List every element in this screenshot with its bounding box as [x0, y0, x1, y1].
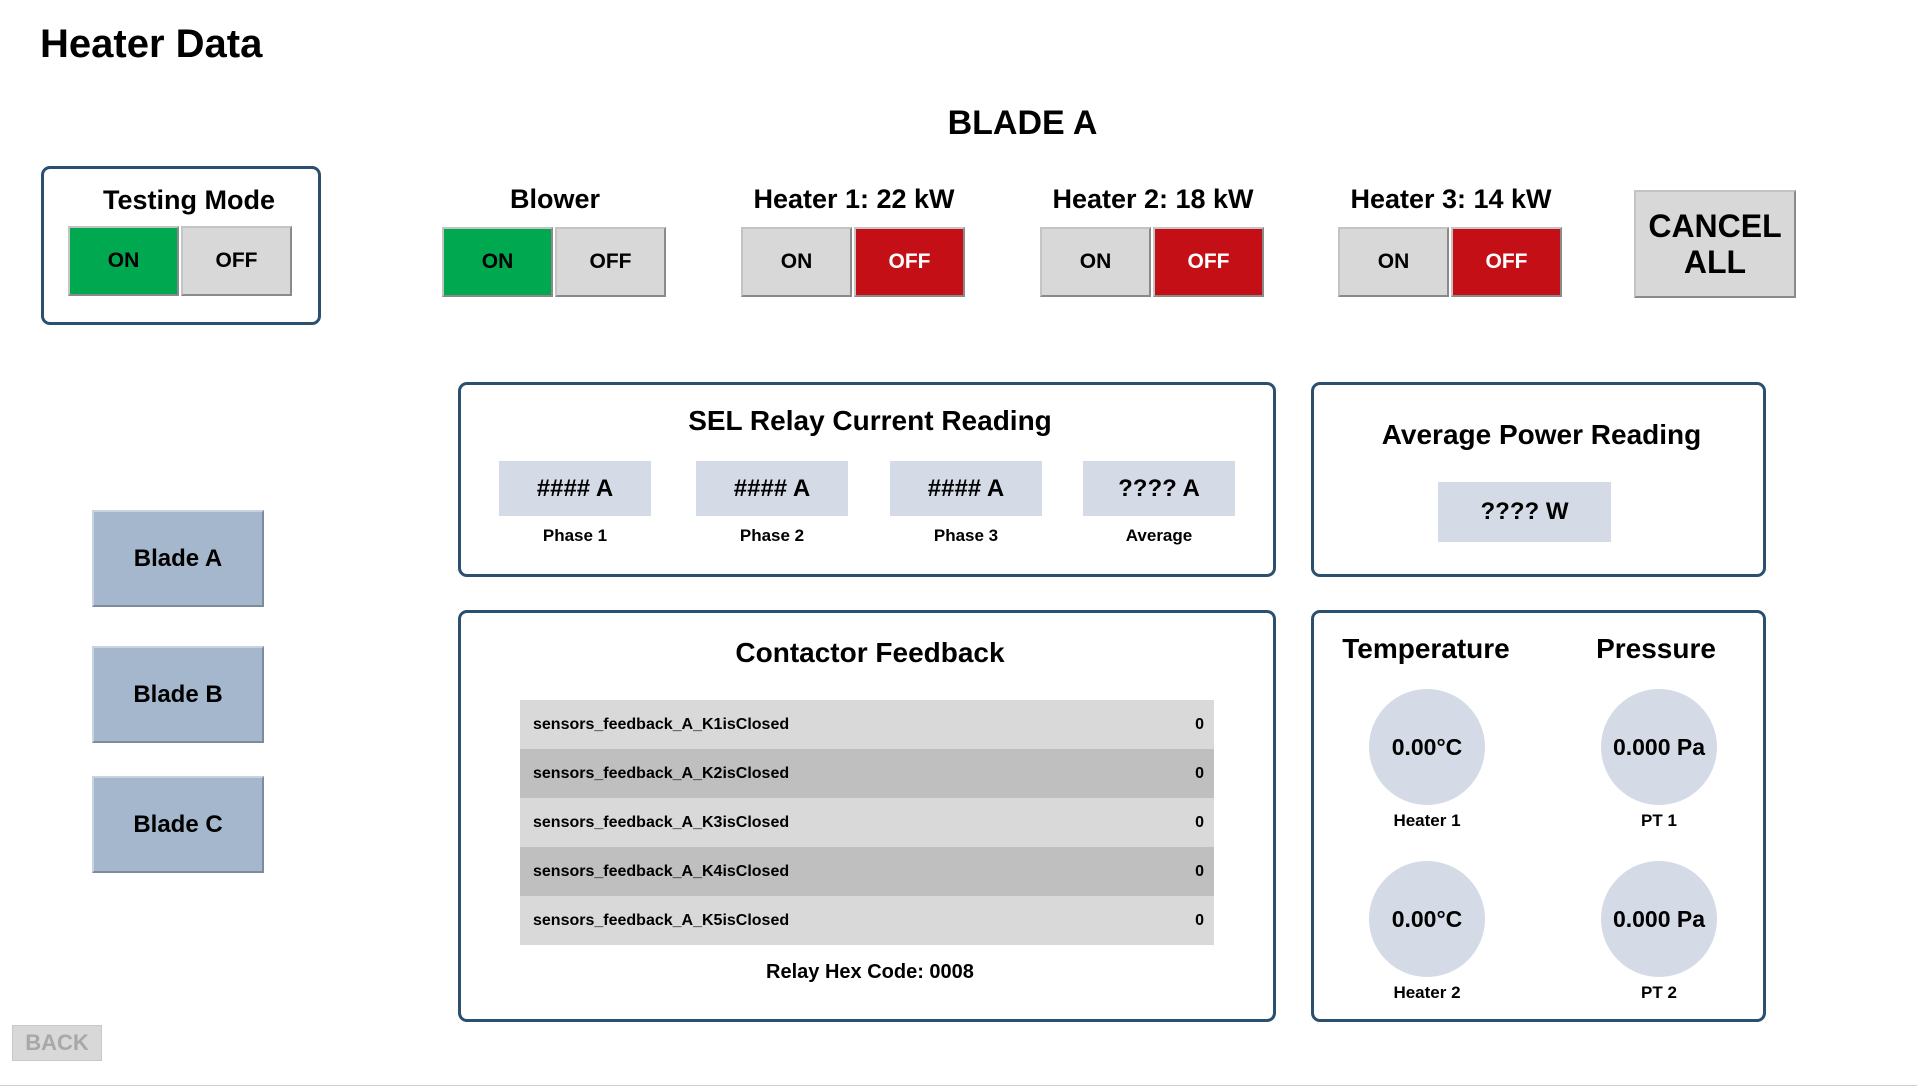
- average-power-panel: Average Power Reading ???? W: [1311, 382, 1766, 577]
- row-value: 0: [1195, 911, 1204, 929]
- phase2-readout: #### A: [696, 461, 848, 516]
- blade-c-button[interactable]: Blade C: [92, 776, 264, 873]
- row-name: sensors_feedback_A_K1isClosed: [533, 715, 790, 733]
- table-row: sensors_feedback_A_K2isClosed 0: [520, 749, 1214, 798]
- page-title: Heater Data: [40, 22, 263, 66]
- testing-mode-off-button[interactable]: OFF: [181, 226, 292, 296]
- phase1-label: Phase 1: [542, 526, 608, 545]
- blower-on-button[interactable]: ON: [442, 227, 553, 297]
- row-name: sensors_feedback_A_K3isClosed: [533, 813, 790, 831]
- relay-hex-code: Relay Hex Code: 0008: [766, 961, 974, 983]
- sel-relay-panel: SEL Relay Current Reading #### A Phase 1…: [458, 382, 1276, 577]
- heater1-temperature-gauge: 0.00°C: [1369, 689, 1485, 805]
- heater2-temperature-label: Heater 2: [1393, 983, 1461, 1002]
- blower-label: Blower: [509, 184, 601, 214]
- row-name: sensors_feedback_A_K4isClosed: [533, 862, 790, 880]
- heater3-off-button[interactable]: OFF: [1451, 227, 1562, 297]
- heater1-off-button[interactable]: OFF: [854, 227, 965, 297]
- testing-mode-panel: Testing Mode ON OFF: [41, 166, 321, 325]
- heater3-on-button[interactable]: ON: [1338, 227, 1449, 297]
- phase3-label: Phase 3: [933, 526, 999, 545]
- row-name: sensors_feedback_A_K5isClosed: [533, 911, 790, 929]
- phase2-label: Phase 2: [739, 526, 805, 545]
- pressure-title: Pressure: [1596, 633, 1716, 664]
- table-row: sensors_feedback_A_K1isClosed 0: [520, 700, 1214, 749]
- testing-mode-on-button[interactable]: ON: [68, 226, 179, 296]
- cancel-all-button[interactable]: CANCEL ALL: [1634, 190, 1796, 298]
- sel-relay-title: SEL Relay Current Reading: [688, 405, 1052, 436]
- row-value: 0: [1195, 715, 1204, 733]
- row-value: 0: [1195, 813, 1204, 831]
- blade-title: BLADE A: [947, 104, 1098, 142]
- table-row: sensors_feedback_A_K4isClosed 0: [520, 847, 1214, 896]
- heater2-label: Heater 2: 18 kW: [1052, 184, 1254, 214]
- blower-off-button[interactable]: OFF: [555, 227, 666, 297]
- phase3-readout: #### A: [890, 461, 1042, 516]
- heater1-on-button[interactable]: ON: [741, 227, 852, 297]
- heater2-on-button[interactable]: ON: [1040, 227, 1151, 297]
- table-row: sensors_feedback_A_K3isClosed 0: [520, 798, 1214, 847]
- pt2-pressure-gauge: 0.000 Pa: [1601, 861, 1717, 977]
- contactor-feedback-title: Contactor Feedback: [735, 637, 1005, 668]
- blade-b-button[interactable]: Blade B: [92, 646, 264, 743]
- heater3-label: Heater 3: 14 kW: [1350, 184, 1552, 214]
- table-row: sensors_feedback_A_K5isClosed 0: [520, 896, 1214, 945]
- pt1-pressure-label: PT 1: [1641, 811, 1677, 830]
- testing-mode-label: Testing Mode: [103, 185, 275, 215]
- blade-a-button[interactable]: Blade A: [92, 510, 264, 607]
- pt1-pressure-gauge: 0.000 Pa: [1601, 689, 1717, 805]
- row-value: 0: [1195, 862, 1204, 880]
- contactor-feedback-table: sensors_feedback_A_K1isClosed 0 sensors_…: [520, 700, 1214, 945]
- heater1-label: Heater 1: 22 kW: [753, 184, 955, 214]
- row-name: sensors_feedback_A_K2isClosed: [533, 764, 790, 782]
- average-current-readout: ???? A: [1083, 461, 1235, 516]
- phase1-readout: #### A: [499, 461, 651, 516]
- pt2-pressure-label: PT 2: [1641, 983, 1677, 1002]
- heater2-temperature-gauge: 0.00°C: [1369, 861, 1485, 977]
- average-current-label: Average: [1125, 526, 1193, 545]
- row-value: 0: [1195, 764, 1204, 782]
- temperature-title: Temperature: [1342, 633, 1510, 664]
- temperature-pressure-panel: Temperature Pressure 0.00°C Heater 1 0.0…: [1311, 610, 1766, 1022]
- back-button[interactable]: BACK: [12, 1025, 102, 1061]
- average-power-readout: ???? W: [1438, 482, 1611, 542]
- heater2-off-button[interactable]: OFF: [1153, 227, 1264, 297]
- heater1-temperature-label: Heater 1: [1393, 811, 1461, 830]
- average-power-title: Average Power Reading: [1381, 419, 1702, 450]
